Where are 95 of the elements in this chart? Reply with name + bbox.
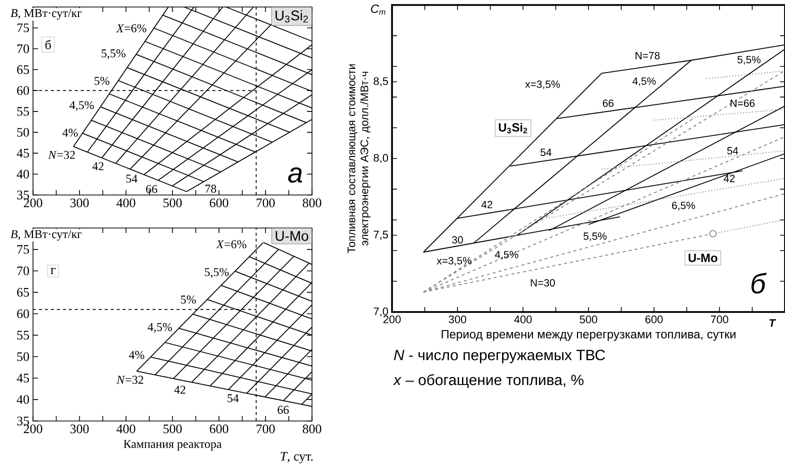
annotation: 78 xyxy=(205,184,216,193)
y-tick-label: 35 xyxy=(17,190,29,200)
y-tick-label: 35 xyxy=(17,416,29,426)
annotation: N=32 xyxy=(116,376,144,384)
x-tick-label: 400 xyxy=(116,424,136,434)
y-tick-label: 8,5 xyxy=(374,77,388,86)
x-tick-label: 500 xyxy=(164,424,182,434)
y-axis-title: B, МВт·сут/кг xyxy=(10,9,82,20)
y-tick-label: 70 xyxy=(17,44,29,54)
y-tick-label: 75 xyxy=(17,245,29,254)
x-tick-label: 600 xyxy=(210,424,228,434)
y-tick-label: 65 xyxy=(17,65,29,74)
annotation: X=6% xyxy=(216,240,246,248)
annotation: 5,5% xyxy=(102,49,126,60)
annotation: 42 xyxy=(174,386,186,394)
x-tick-label: 400 xyxy=(116,198,136,208)
annotation: 54 xyxy=(228,394,239,402)
y-tick-label: 60 xyxy=(17,86,29,95)
x-tick-label: 300 xyxy=(70,424,89,434)
y-tick-label: 45 xyxy=(16,148,29,158)
annotation: 4% xyxy=(128,350,144,359)
x-tick-label: 600 xyxy=(210,198,228,208)
annotation: 54 xyxy=(126,174,138,183)
x-tick-label: 300 xyxy=(70,198,89,208)
annotation: 4,5% xyxy=(70,101,94,111)
y-tick-label: 60 xyxy=(17,309,29,318)
y-tick-label: 55 xyxy=(17,330,29,340)
text: N - число перегружаемых ТВС xyxy=(394,350,605,364)
annotation: U-Mo xyxy=(688,254,718,262)
annotation: 42 xyxy=(481,200,492,208)
y-tick-label: 50 xyxy=(17,128,29,137)
y-tick-label: 7,5 xyxy=(374,230,388,240)
x-tick-label: 800 xyxy=(302,424,322,434)
text: T xyxy=(769,319,776,327)
x-tick-label: 200 xyxy=(24,198,42,208)
annotation: 6,5% xyxy=(672,202,696,210)
annotation: 5,5% xyxy=(737,56,761,65)
annotation: 30 xyxy=(452,236,463,244)
text: T, сут. xyxy=(280,452,313,464)
annotation: а xyxy=(288,167,302,183)
text: C$_{т}$ xyxy=(371,4,386,15)
annotation: N=78 xyxy=(636,52,660,60)
y-tick-label: 50 xyxy=(17,352,29,362)
y-axis-title: Топливная составляющая стоимости электроэнергии АЭС, долл./МВт·ч xyxy=(348,64,370,254)
y-tick-label: 40 xyxy=(16,170,29,178)
annotation: 4,5% xyxy=(494,250,518,260)
annotation: г xyxy=(50,268,56,274)
text: x – обогащение топлива, % xyxy=(392,374,584,388)
x-axis-title: Кампания реактора xyxy=(124,440,222,450)
annotation: N=66 xyxy=(730,100,755,107)
y-tick-label: 7,0 xyxy=(374,307,388,317)
annotation: 4,5% xyxy=(632,77,656,86)
annotation: x=3,5% xyxy=(436,257,472,266)
x-tick-label: 700 xyxy=(256,424,275,434)
x-tick-label: 800 xyxy=(302,198,322,208)
y-tick-label: 8,0 xyxy=(374,154,388,164)
annotation: 5,5% xyxy=(584,232,607,242)
annotation: N=32 xyxy=(48,150,75,159)
y-axis-title: B, МВт·сут/кг xyxy=(10,230,82,241)
y-tick-label: 75 xyxy=(17,24,29,32)
x-tick-label: 700 xyxy=(256,198,275,208)
x-tick-label: 200 xyxy=(24,424,42,434)
x-tick-label: 700 xyxy=(710,316,728,324)
y-tick-label: 55 xyxy=(17,107,29,116)
annotation: 5,5% xyxy=(204,268,229,278)
annotation: 66 xyxy=(146,185,158,194)
y-tick-label: 65 xyxy=(17,288,29,297)
x-tick-label: 500 xyxy=(580,316,598,324)
annotation: x=3,5% xyxy=(525,80,560,90)
annotation: 4% xyxy=(62,128,78,137)
x-tick-label: 300 xyxy=(448,316,466,324)
y-tick-label: 45 xyxy=(16,374,29,382)
annotation: 42 xyxy=(92,162,104,170)
annotation: б xyxy=(751,272,767,294)
x-tick-label: 500 xyxy=(164,198,182,208)
x-tick-label: 400 xyxy=(514,316,532,324)
x-axis-title: Период времени между перегрузками топлива, сутки xyxy=(442,330,736,341)
annotation: б xyxy=(45,40,51,50)
annotation: N=30 xyxy=(530,279,555,287)
annotation: 66 xyxy=(602,100,614,107)
annotation: 54 xyxy=(727,147,738,154)
x-tick-label: 600 xyxy=(645,316,663,324)
x-tick-label: 200 xyxy=(383,316,401,324)
annotation: 42 xyxy=(724,174,735,182)
annotation: X=6% xyxy=(116,24,146,32)
annotation: U-Mo xyxy=(276,231,308,241)
annotation: U$_{3}$Si$_{2}$ xyxy=(498,122,528,134)
annotation: 5% xyxy=(181,296,196,304)
y-tick-label: 70 xyxy=(17,266,29,276)
annotation: 66 xyxy=(278,406,289,414)
annotation: 54 xyxy=(540,148,552,156)
annotation: 5% xyxy=(94,76,110,85)
annotation: U$_{3}$Si$_{2}$ xyxy=(276,10,308,23)
annotation: 4,5% xyxy=(148,323,172,333)
y-tick-label: 40 xyxy=(16,395,29,404)
